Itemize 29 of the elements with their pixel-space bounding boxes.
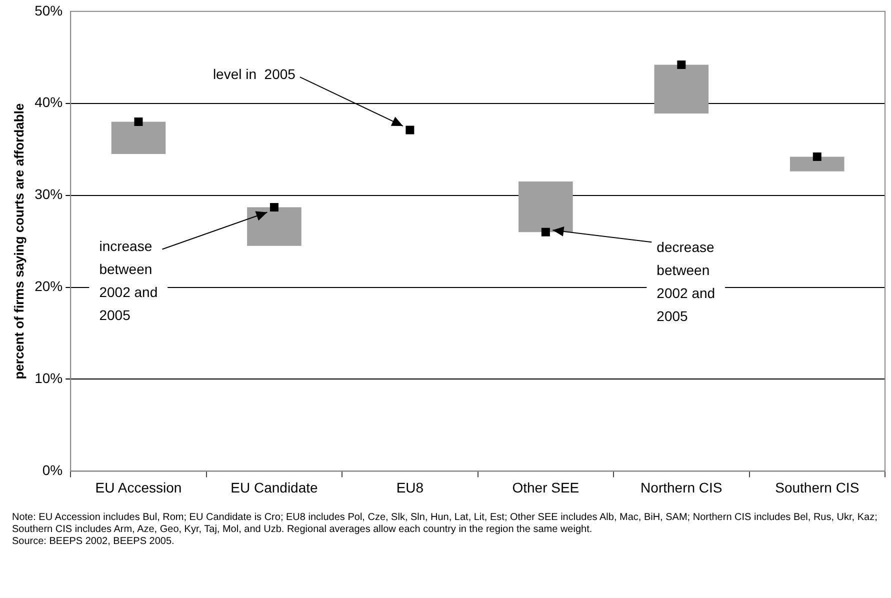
y-tick-label: 40% <box>34 94 63 110</box>
x-tick-label: Other SEE <box>512 479 580 496</box>
point <box>406 126 414 134</box>
bar <box>247 207 302 246</box>
y-tick-label: 30% <box>34 186 63 202</box>
x-tick-label: EU8 <box>396 479 424 496</box>
point <box>134 118 143 126</box>
bar <box>654 64 709 114</box>
annotation: level in 2005 <box>212 66 296 82</box>
text: Note: EU Accession includes Bul, Rom; EU Candidate is Cro; EU8 includes Pol, Cze, Slk, Sln, Hun, Lat, Lit, Est; Other SEE includes Alb, Mac, BiH, SAM; Northern CIS includes Bel, Rus, Ukr, Kaz; Southern CIS includes Arm, Aze, Geo, Kyr, Taj, Mol, and Uzb. Regional averages allow each country in the region the same weight. <box>12 512 878 536</box>
y-axis-title: percent of firms saying courts are affordable <box>11 103 26 380</box>
bar <box>790 156 844 172</box>
y-tick-label: 10% <box>34 370 63 386</box>
x-tick-label: Southern CIS <box>775 479 860 496</box>
x-tick-label: EU Accession <box>95 479 182 496</box>
x-tick-label: EU Candidate <box>230 479 318 496</box>
point <box>677 60 686 69</box>
bar <box>518 182 573 232</box>
bar <box>111 122 166 154</box>
point <box>812 152 822 161</box>
point <box>270 203 278 212</box>
annotation: increase between 2002 and 2005 <box>99 238 158 324</box>
source-note: Source: BEEPS 2002, BEEPS 2005. <box>12 536 176 548</box>
point <box>541 228 550 236</box>
annotation: decrease between 2002 and 2005 <box>656 238 716 324</box>
y-tick-label: 20% <box>34 278 63 294</box>
x-tick-label: Northern CIS <box>640 479 722 496</box>
y-tick-label: 50% <box>34 2 63 18</box>
y-tick-label: 0% <box>42 462 63 478</box>
